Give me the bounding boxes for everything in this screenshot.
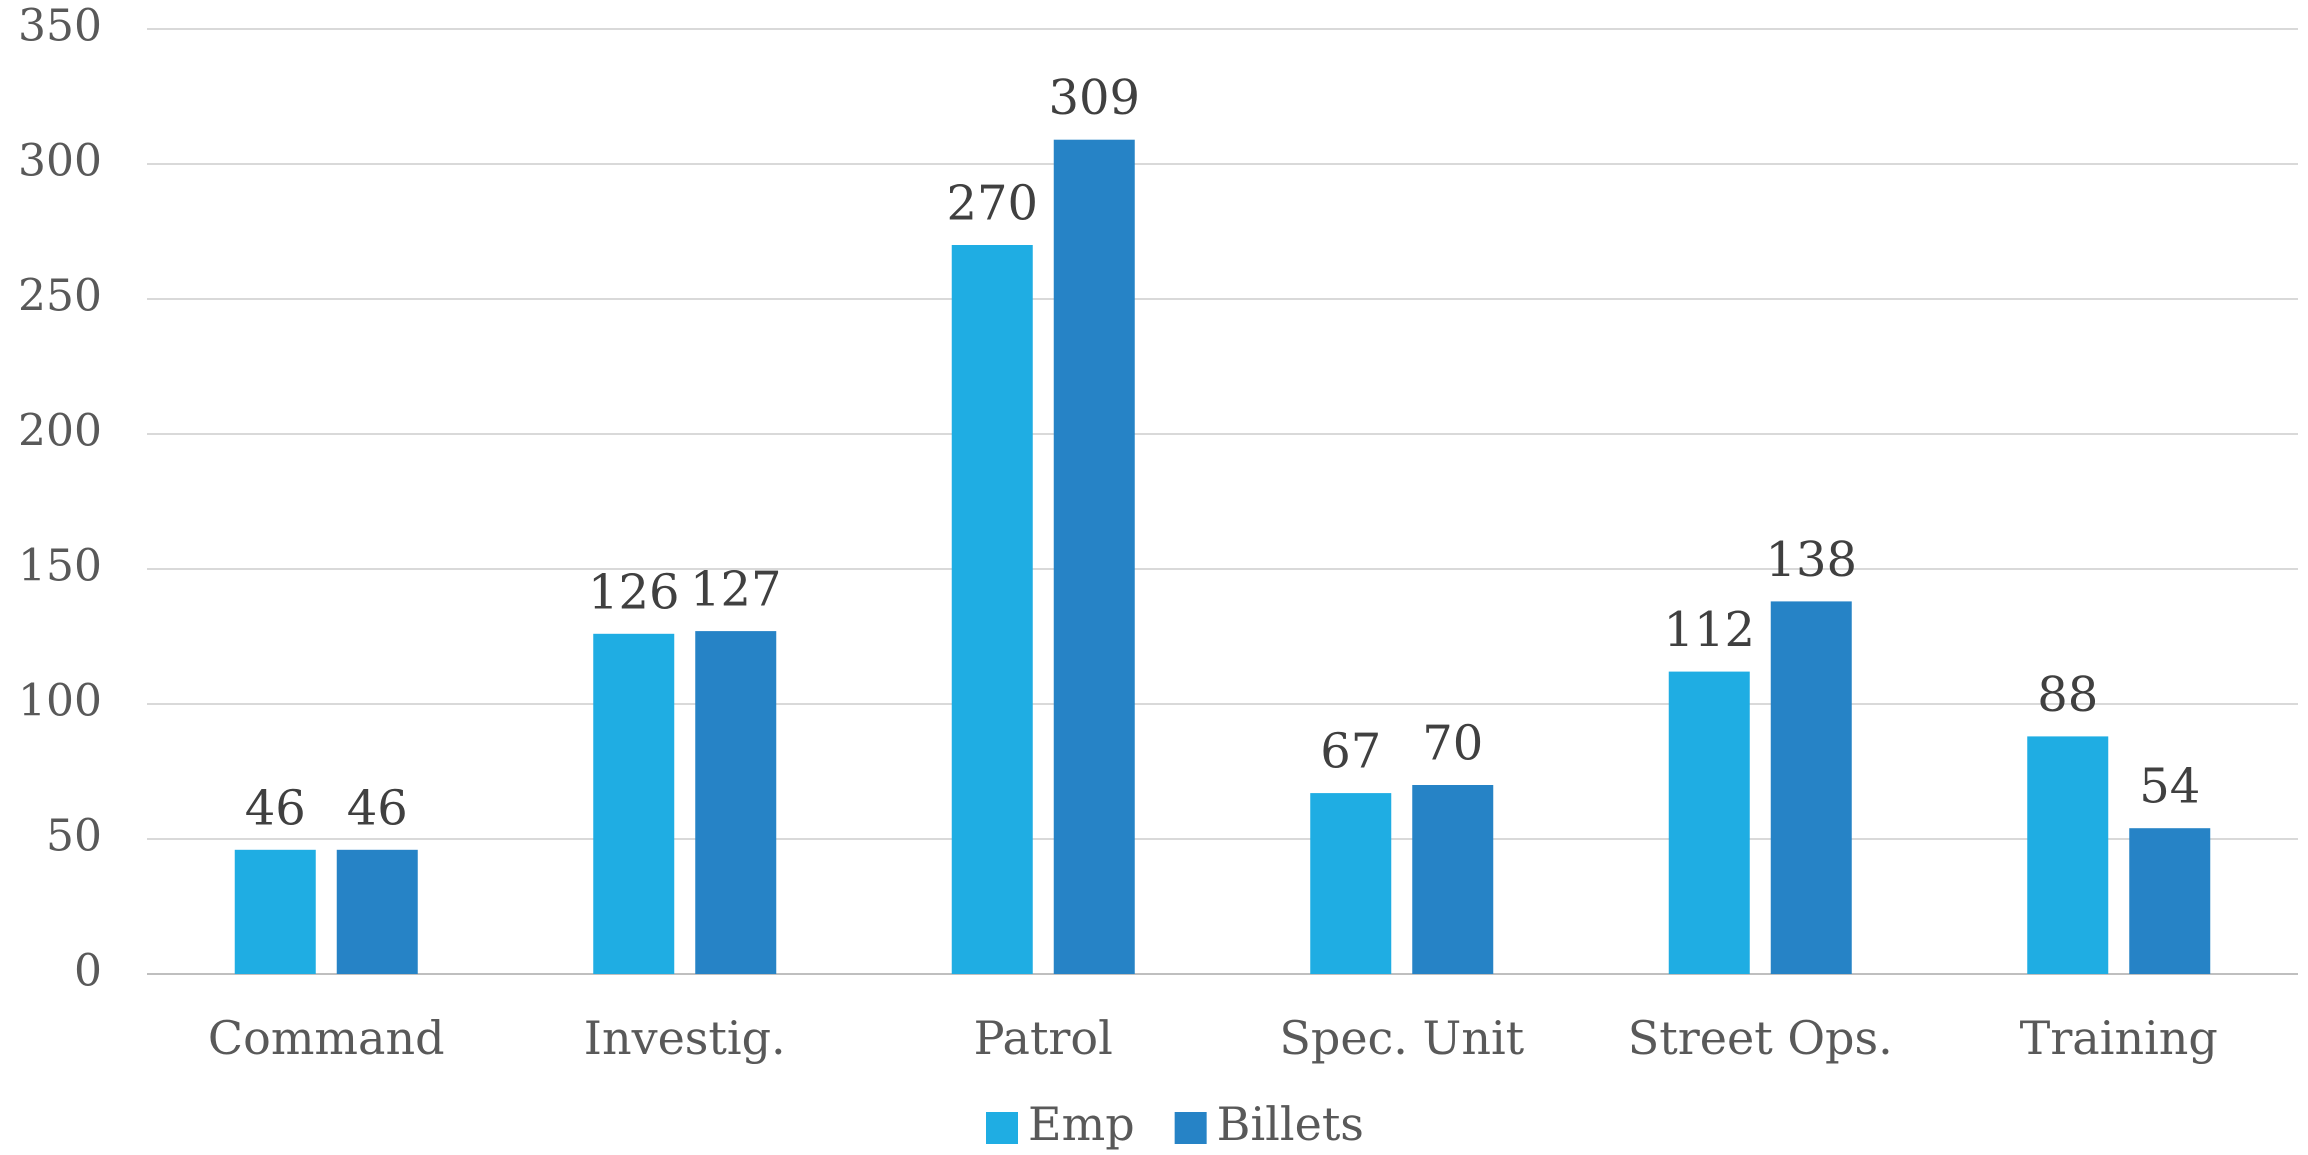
bar — [1412, 785, 1494, 974]
bar — [234, 849, 316, 974]
x-tick-label: Command — [208, 1011, 445, 1065]
bar — [336, 849, 418, 974]
bar — [2027, 736, 2109, 974]
bar — [1668, 671, 1750, 974]
y-tick-label: 50 — [46, 811, 102, 862]
x-tick-label: Spec. Unit — [1279, 1011, 1524, 1065]
data-label: 67 — [1320, 724, 1381, 780]
bar — [951, 245, 1033, 974]
x-tick-label: Patrol — [974, 1011, 1113, 1065]
y-tick-label: 250 — [18, 271, 102, 322]
x-tick-label: Training — [2020, 1011, 2218, 1065]
data-label: 126 — [588, 564, 680, 620]
legend-label: Billets — [1217, 1097, 1364, 1151]
y-tick-label: 0 — [74, 946, 102, 997]
bar — [1310, 793, 1392, 974]
y-tick-label: 200 — [18, 406, 102, 457]
data-label: 70 — [1422, 716, 1483, 772]
bar — [593, 633, 675, 974]
data-label: 270 — [946, 176, 1038, 232]
data-label: 88 — [2037, 667, 2098, 723]
data-label: 127 — [690, 562, 782, 618]
y-tick-label: 150 — [18, 541, 102, 592]
bar — [2129, 828, 2211, 974]
legend-swatch — [1174, 1112, 1207, 1144]
data-label: 138 — [1765, 532, 1857, 588]
data-label: 46 — [245, 780, 306, 836]
legend-label: Emp — [1028, 1097, 1135, 1151]
y-tick-label: 100 — [18, 676, 102, 727]
data-label: 46 — [347, 780, 408, 836]
y-tick-label: 300 — [18, 136, 102, 187]
bar — [695, 631, 777, 974]
x-tick-label: Street Ops. — [1628, 1011, 1893, 1065]
data-label: 54 — [2139, 759, 2200, 815]
data-label: 112 — [1663, 602, 1755, 658]
y-tick-label: 350 — [18, 1, 102, 52]
data-label: 309 — [1048, 70, 1140, 126]
bar — [1770, 601, 1852, 974]
bar — [1053, 139, 1135, 974]
legend-swatch — [986, 1112, 1018, 1144]
x-tick-label: Investig. — [584, 1011, 786, 1065]
